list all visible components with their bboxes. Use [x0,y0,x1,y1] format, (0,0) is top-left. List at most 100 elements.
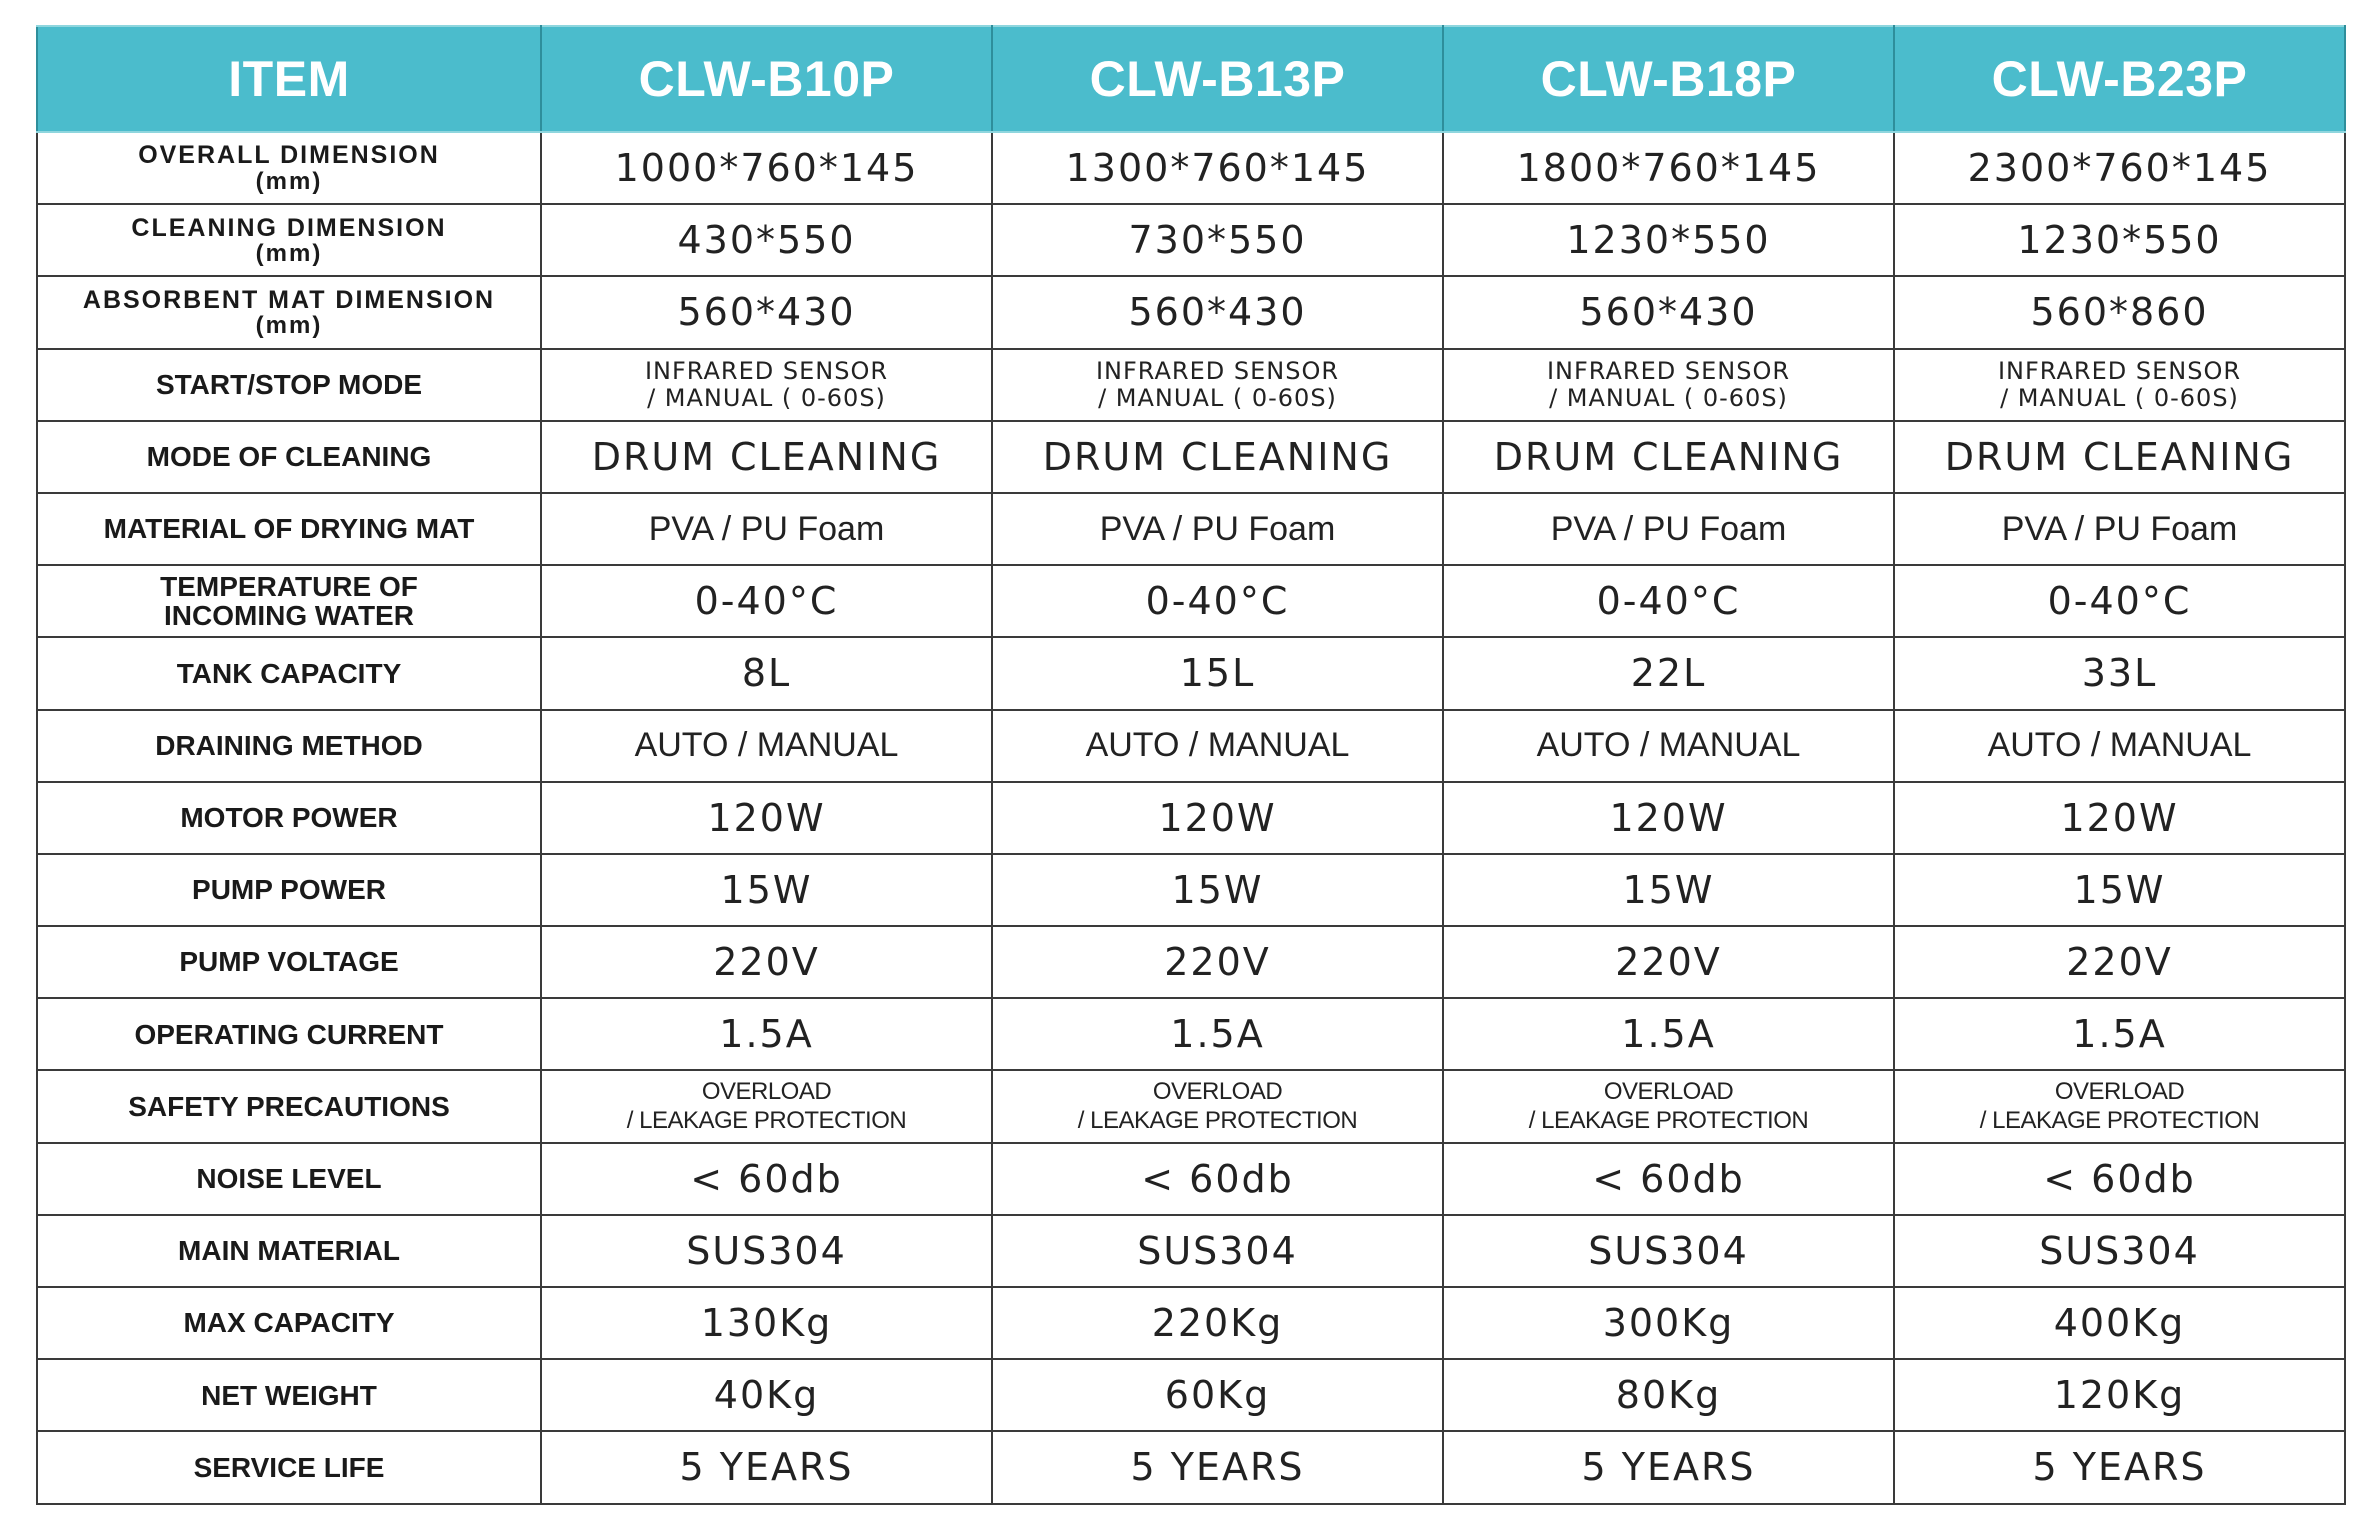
header-item: ITEM [36,25,542,133]
table-row: START/STOP MODE INFRARED SENSOR / MANUAL… [36,347,2346,422]
row-label: TEMPERATURE OF INCOMING WATER [36,564,542,639]
table-row: TEMPERATURE OF INCOMING WATER 0-40°C 0-4… [36,564,2346,639]
table-cell: 430*550 [540,203,993,278]
table-cell: 730*550 [991,203,1444,278]
table-cell: 22L [1442,636,1895,711]
table-cell: 560*430 [1442,275,1895,350]
table-cell: 40Kg [540,1358,993,1433]
header-model-2: CLW-B13P [991,25,1444,133]
table-cell: 0-40°C [991,564,1444,639]
table-cell: 1.5A [1442,997,1895,1072]
table-cell: AUTO / MANUAL [540,708,993,783]
table-cell: SUS304 [540,1213,993,1289]
cell-line-1: OVERLOAD [2054,1077,2185,1105]
table-cell: 0-40°C [540,564,993,639]
header-model-1: CLW-B10P [540,25,993,133]
table-cell: DRUM CLEANING [1442,419,1895,494]
table-cell: 1.5A [540,997,993,1072]
table-cell: 1300*760*145 [991,130,1444,206]
table-row: MAX CAPACITY 130Kg 220Kg 300Kg 400Kg [36,1285,2346,1361]
table-cell: < 60db [1893,1141,2346,1216]
cell-line-1: INFRARED SENSOR [1546,357,1791,386]
cell-line-2: / LEAKAGE PROTECTION [626,1106,907,1134]
table-cell: OVERLOAD / LEAKAGE PROTECTION [1442,1069,1895,1144]
table-cell: 15L [991,636,1444,711]
table-cell: 15W [1442,852,1895,928]
table-row: SERVICE LIFE 5 YEARS 5 YEARS 5 YEARS 5 Y… [36,1430,2346,1505]
cell-line-2: / MANUAL ( 0-60S) [2000,383,2239,412]
table-cell: INFRARED SENSOR / MANUAL ( 0-60S) [1442,347,1895,422]
row-label: MATERIAL OF DRYING MAT [36,491,542,567]
table-row: MATERIAL OF DRYING MAT PVA / PU Foam PVA… [36,491,2346,567]
table-cell: 220V [1442,925,1895,1000]
table-cell: AUTO / MANUAL [991,708,1444,783]
table-cell: 400Kg [1893,1285,2346,1361]
table-cell: 0-40°C [1893,564,2346,639]
cell-line-2: / MANUAL ( 0-60S) [647,383,886,412]
row-label: DRAINING METHOD [36,708,542,783]
table-cell: 5 YEARS [991,1430,1444,1505]
cell-line-1: INFRARED SENSOR [1997,357,2242,386]
row-label: ABSORBENT MAT DIMENSION (mm) [36,275,542,350]
row-label: PUMP POWER [36,852,542,928]
table-cell: 0-40°C [1442,564,1895,639]
table-cell: 1000*760*145 [540,130,993,206]
table-cell: 560*430 [540,275,993,350]
table-row: MAIN MATERIAL SUS304 SUS304 SUS304 SUS30… [36,1213,2346,1289]
table-cell: PVA / PU Foam [540,491,993,567]
table-cell: 130Kg [540,1285,993,1361]
table-cell: OVERLOAD / LEAKAGE PROTECTION [991,1069,1444,1144]
table-cell: 80Kg [1442,1358,1895,1433]
table-cell: OVERLOAD / LEAKAGE PROTECTION [1893,1069,2346,1144]
table-cell: INFRARED SENSOR / MANUAL ( 0-60S) [540,347,993,422]
table-cell: 120W [991,780,1444,855]
row-label-sub: (mm) [255,239,323,267]
table-row: OPERATING CURRENT 1.5A 1.5A 1.5A 1.5A [36,997,2346,1072]
table-row: NOISE LEVEL < 60db < 60db < 60db < 60db [36,1141,2346,1216]
table-row: MOTOR POWER 120W 120W 120W 120W [36,780,2346,855]
table-cell: 220V [540,925,993,1000]
table-cell: 1230*550 [1893,203,2346,278]
table-cell: PVA / PU Foam [1893,491,2346,567]
table-cell: AUTO / MANUAL [1893,708,2346,783]
table-cell: 300Kg [1442,1285,1895,1361]
row-label: TANK CAPACITY [36,636,542,711]
row-label: OPERATING CURRENT [36,997,542,1072]
row-label: MODE OF CLEANING [36,419,542,494]
table-cell: 1.5A [991,997,1444,1072]
cell-line-1: OVERLOAD [701,1077,832,1105]
table-cell: 15W [540,852,993,928]
header-row: ITEM CLW-B10P CLW-B13P CLW-B18P CLW-B23P [36,25,2346,133]
table-cell: 33L [1893,636,2346,711]
table-row: SAFETY PRECAUTIONS OVERLOAD / LEAKAGE PR… [36,1069,2346,1144]
table-cell: 120W [1442,780,1895,855]
table-cell: DRUM CLEANING [1893,419,2346,494]
row-label-main: CLEANING DIMENSION [131,213,447,242]
table-cell: 120W [1893,780,2346,855]
table-cell: 1800*760*145 [1442,130,1895,206]
table-cell: SUS304 [1893,1213,2346,1289]
row-label: START/STOP MODE [36,347,542,422]
table-cell: 560*860 [1893,275,2346,350]
table-cell: 120Kg [1893,1358,2346,1433]
row-label: SERVICE LIFE [36,1430,542,1505]
row-label: PUMP VOLTAGE [36,925,542,1000]
row-label: MOTOR POWER [36,780,542,855]
row-label: SAFETY PRECAUTIONS [36,1069,542,1144]
row-label-sub: (mm) [255,167,323,195]
row-label: CLEANING DIMENSION (mm) [36,203,542,278]
row-label: OVERALL DIMENSION (mm) [36,130,542,206]
cell-line-2: / MANUAL ( 0-60S) [1549,383,1788,412]
cell-line-2: / LEAKAGE PROTECTION [1979,1106,2260,1134]
table-cell: 2300*760*145 [1893,130,2346,206]
row-label: MAIN MATERIAL [36,1213,542,1289]
table-cell: INFRARED SENSOR / MANUAL ( 0-60S) [1893,347,2346,422]
row-label: MAX CAPACITY [36,1285,542,1361]
table-cell: AUTO / MANUAL [1442,708,1895,783]
table-cell: SUS304 [1442,1213,1895,1289]
header-model-4: CLW-B23P [1893,25,2346,133]
row-label: NOISE LEVEL [36,1141,542,1216]
row-label-main: ABSORBENT MAT DIMENSION [82,285,496,314]
table-cell: 5 YEARS [1442,1430,1895,1505]
table-cell: 220Kg [991,1285,1444,1361]
